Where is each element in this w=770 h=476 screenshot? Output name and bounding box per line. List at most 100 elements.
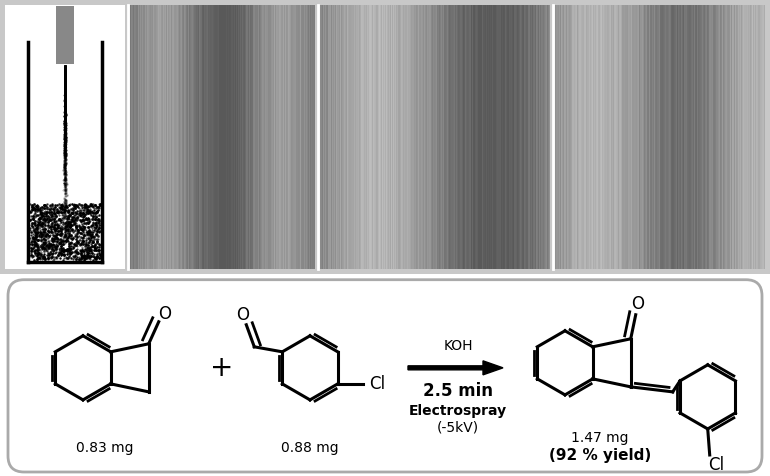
Bar <box>131 5 132 269</box>
Bar <box>454 5 455 269</box>
Bar <box>139 5 140 269</box>
Bar <box>336 5 337 269</box>
Bar <box>264 5 265 269</box>
Bar <box>133 5 134 269</box>
Bar <box>654 5 655 269</box>
Bar <box>294 5 295 269</box>
Bar <box>180 5 181 269</box>
Bar <box>278 5 279 269</box>
Bar <box>700 5 701 269</box>
Bar <box>325 5 326 269</box>
Bar <box>356 5 357 269</box>
Bar <box>232 5 233 269</box>
Bar <box>442 5 443 269</box>
Bar <box>280 5 281 269</box>
Bar <box>423 5 424 269</box>
Bar <box>527 5 528 269</box>
Bar <box>384 5 385 269</box>
Bar <box>145 5 146 269</box>
Bar <box>472 5 473 269</box>
Bar <box>532 5 533 269</box>
Bar <box>685 5 686 269</box>
Bar <box>282 5 283 269</box>
Bar <box>574 5 575 269</box>
Bar <box>611 5 612 269</box>
Bar <box>531 5 532 269</box>
Bar <box>464 5 465 269</box>
Text: 2.5 min: 2.5 min <box>423 382 493 400</box>
Bar <box>764 5 765 269</box>
Bar <box>271 5 272 269</box>
Bar <box>342 5 343 269</box>
Bar <box>137 5 138 269</box>
Bar <box>610 5 611 269</box>
Bar <box>474 5 475 269</box>
Bar <box>393 5 394 269</box>
Bar <box>363 5 364 269</box>
Bar <box>661 5 662 269</box>
Bar <box>489 5 490 269</box>
Bar <box>606 5 607 269</box>
Bar <box>291 5 292 269</box>
Bar <box>689 5 690 269</box>
Bar <box>184 5 185 269</box>
Bar <box>366 5 367 269</box>
Bar <box>747 5 748 269</box>
Bar <box>212 5 213 269</box>
Bar <box>351 5 352 269</box>
Bar <box>144 5 145 269</box>
Bar <box>243 5 244 269</box>
Bar <box>656 5 657 269</box>
Bar <box>381 5 382 269</box>
Bar <box>397 5 398 269</box>
Bar <box>194 5 195 269</box>
Bar <box>187 5 188 269</box>
Bar <box>179 5 180 269</box>
Bar <box>753 5 754 269</box>
Bar <box>172 5 173 269</box>
Bar <box>714 5 715 269</box>
Bar <box>138 5 139 269</box>
Bar <box>576 5 577 269</box>
Bar <box>587 5 588 269</box>
Bar <box>665 5 666 269</box>
Bar <box>161 5 162 269</box>
Bar <box>275 5 276 269</box>
Bar <box>170 5 171 269</box>
Bar <box>276 5 277 269</box>
Bar <box>721 5 722 269</box>
Bar <box>727 5 728 269</box>
Bar <box>314 5 315 269</box>
Bar <box>593 5 594 269</box>
Bar <box>392 5 393 269</box>
Bar <box>561 5 562 269</box>
Bar <box>310 5 311 269</box>
Bar <box>741 5 742 269</box>
Bar <box>512 5 513 269</box>
Bar <box>473 5 474 269</box>
Bar <box>699 5 700 269</box>
Bar <box>640 5 641 269</box>
Bar <box>759 5 760 269</box>
Bar <box>227 5 228 269</box>
Bar <box>196 5 197 269</box>
Bar <box>568 5 569 269</box>
Bar <box>155 5 156 269</box>
Bar <box>725 5 726 269</box>
Text: +: + <box>210 354 233 382</box>
Bar <box>347 5 348 269</box>
Bar <box>236 5 237 269</box>
Bar <box>189 5 190 269</box>
Bar <box>520 5 521 269</box>
Bar <box>493 5 494 269</box>
Bar <box>258 5 259 269</box>
Bar <box>153 5 154 269</box>
Bar <box>163 5 164 269</box>
Bar <box>480 5 481 269</box>
Bar <box>211 5 212 269</box>
Bar <box>588 5 589 269</box>
Bar <box>673 5 674 269</box>
Bar <box>214 5 215 269</box>
Text: (92 % yield): (92 % yield) <box>549 448 651 464</box>
Bar <box>580 5 581 269</box>
